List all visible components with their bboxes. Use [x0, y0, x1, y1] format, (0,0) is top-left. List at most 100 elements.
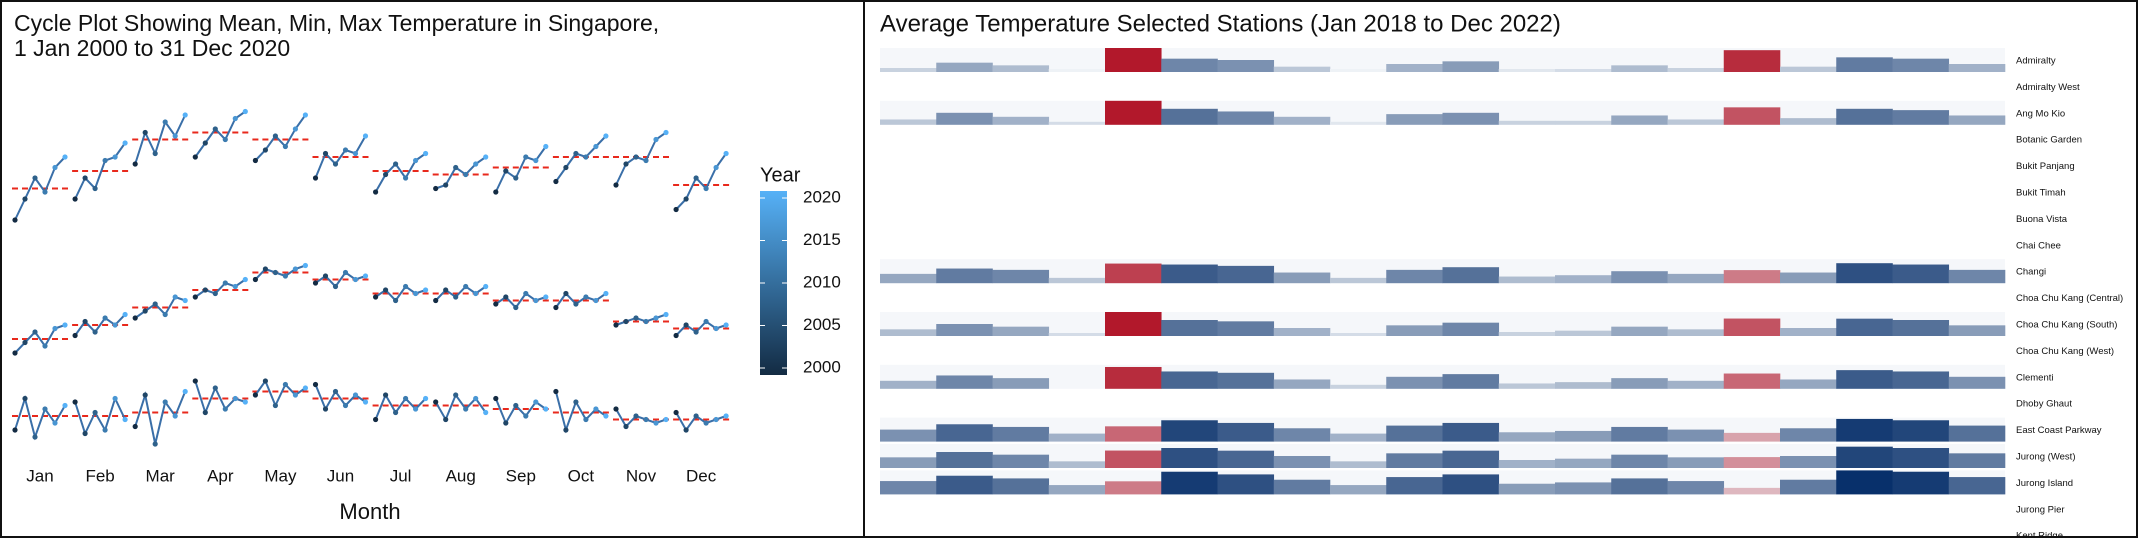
year-point [663, 129, 669, 136]
year-point [232, 115, 238, 122]
year-point [413, 290, 419, 297]
year-point [603, 290, 609, 297]
strip-cell [1217, 265, 1275, 284]
year-point [292, 392, 298, 398]
year-point [463, 283, 469, 290]
year-point [62, 154, 68, 160]
strip-cell [1780, 272, 1837, 284]
x-tick-label: Jul [390, 466, 412, 485]
strip-cell [1667, 380, 1725, 389]
year-point [262, 147, 268, 153]
strip-cell [1611, 271, 1668, 284]
cycle-line [134, 114, 187, 165]
year-point [232, 395, 238, 402]
strip-cell [992, 326, 1050, 336]
strip-cell [1386, 477, 1443, 495]
cycle-line [14, 394, 66, 441]
strip-cell [936, 112, 993, 125]
year-point [653, 315, 659, 321]
strip-cell [1948, 376, 2006, 389]
year-point [282, 381, 288, 388]
strip-cell [1161, 58, 1218, 72]
year-point [583, 416, 589, 423]
strip-cell [1836, 57, 1893, 72]
cycle-line [675, 412, 727, 432]
strip-cell [1048, 485, 1106, 495]
year-point [503, 420, 509, 426]
strip-cell [1836, 263, 1893, 284]
legend-title: Year [760, 164, 801, 186]
strip-cell [1386, 325, 1443, 336]
strip-cell [1667, 68, 1725, 72]
year-point [573, 399, 579, 405]
station-label: Clementi [2016, 372, 2054, 383]
strip-cell [1667, 329, 1725, 336]
strip-cell [1217, 450, 1275, 468]
strip-cell [992, 269, 1050, 284]
year-point [282, 143, 288, 150]
strip-cell [1217, 111, 1275, 125]
strip-cell [1498, 276, 1556, 284]
year-point [623, 161, 629, 167]
year-point [192, 154, 198, 160]
year-point [413, 406, 419, 412]
year-point [312, 175, 319, 181]
strip-cell [1892, 110, 1950, 125]
strip-cell [1892, 471, 1950, 495]
strip-cell [880, 481, 937, 495]
year-point [423, 395, 429, 402]
strip-cell [1498, 332, 1556, 336]
strip-cell [1273, 428, 1331, 442]
strip-cell [1892, 320, 1950, 336]
year-point [463, 171, 469, 178]
cycle-line [675, 152, 727, 211]
year-point [713, 416, 719, 423]
chart-title: Average Temperature Selected Stations (J… [880, 10, 1561, 37]
station-label: East Coast Parkway [2016, 425, 2102, 436]
year-point [563, 290, 569, 297]
strip-cell [1611, 426, 1668, 442]
year-point [222, 280, 228, 286]
year-point [292, 126, 298, 132]
year-point [272, 269, 278, 276]
cycle-line [615, 313, 667, 326]
year-point [102, 427, 108, 433]
strip-cell [1161, 371, 1218, 389]
year-point [603, 413, 609, 419]
year-point [72, 196, 78, 202]
year-point [12, 350, 18, 356]
strip-cell [1048, 461, 1106, 468]
strip-cell [936, 62, 993, 72]
strip-cell [1555, 275, 1612, 284]
strip-cell [1892, 371, 1950, 389]
strip-cell [1386, 64, 1443, 72]
cycle-line [194, 278, 246, 298]
year-point [693, 175, 699, 181]
strip-cell [1161, 264, 1218, 284]
cycle-line [314, 384, 367, 412]
x-tick-label: Dec [686, 466, 717, 485]
cycle-line [555, 135, 607, 183]
year-point [543, 294, 549, 300]
station-label: Jurong Pier [2016, 504, 2065, 515]
strip-cell [992, 378, 1050, 389]
station-label: Kent Ridge [2016, 531, 2063, 538]
cycle-line [254, 378, 306, 408]
legend-tick-label: 2005 [803, 315, 841, 334]
station-label: Changi [2016, 267, 2046, 278]
strip-cell [1723, 270, 1781, 284]
year-point [362, 273, 369, 279]
strip-cell [1105, 100, 1162, 125]
x-tick-label: Sep [506, 466, 536, 485]
strip-cell [1161, 471, 1218, 495]
year-point [62, 402, 68, 409]
year-point [563, 164, 569, 171]
year-point [693, 329, 699, 335]
year-point [42, 406, 48, 412]
year-point [593, 143, 599, 150]
year-point [633, 315, 639, 321]
year-point [573, 150, 579, 157]
year-point [643, 157, 649, 164]
year-point [563, 427, 569, 433]
year-point [533, 297, 539, 304]
